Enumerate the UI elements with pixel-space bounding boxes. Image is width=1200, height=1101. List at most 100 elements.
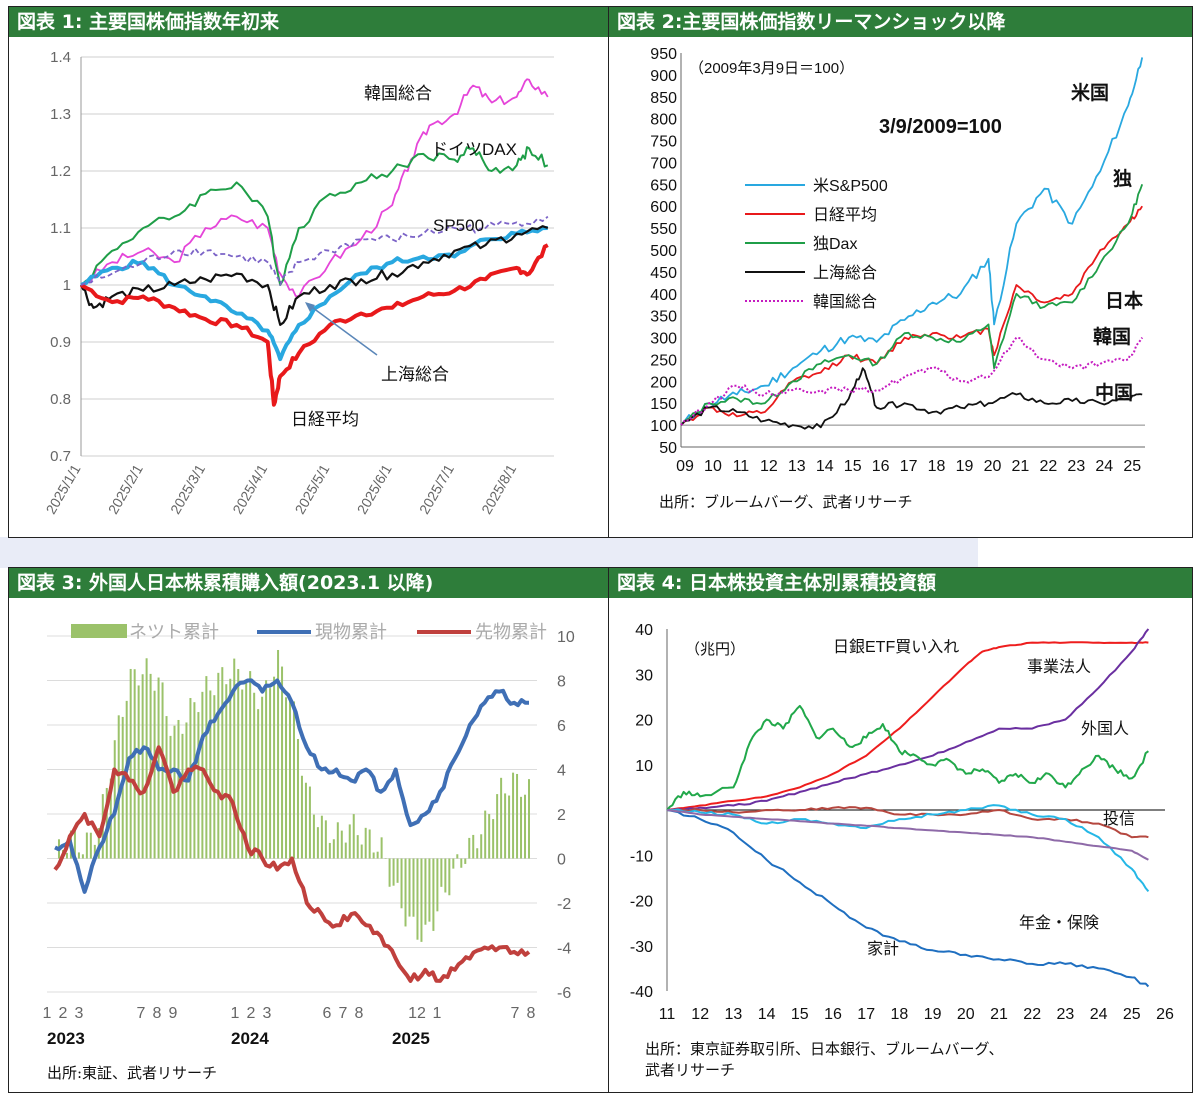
series-line (680, 205, 1143, 426)
y-tick-label: 950 (650, 46, 677, 63)
net-bar (508, 795, 511, 859)
x-tick-label: 25 (1123, 458, 1141, 475)
net-bar (85, 832, 88, 859)
x-tick-label: 2 (59, 1005, 68, 1022)
series-line (80, 243, 549, 407)
y-tick-label: 350 (650, 309, 677, 326)
x-tick-label: 3 (75, 1005, 84, 1022)
x-tick-label: 26 (1156, 1006, 1174, 1023)
net-bar (496, 794, 499, 859)
net-bar (296, 739, 299, 859)
net-bar (344, 842, 347, 859)
series-line (680, 57, 1144, 426)
x-tick-label: 7 (339, 1005, 348, 1022)
net-bar (77, 852, 80, 859)
chart-panel-4: 図表 4: 日本株投資主体別累積投資額 -40 -30 -20 -10 10 20 30 40… (608, 567, 1193, 1093)
panel-title: 図表 4: 日本株投資主体別累積投資額 (609, 568, 1192, 598)
net-bar (265, 680, 268, 859)
net-bar (436, 858, 439, 912)
net-bar (320, 815, 323, 859)
legend-label: 独Dax (813, 235, 857, 253)
x-tick-label: 14 (758, 1006, 776, 1023)
net-bar (113, 740, 116, 859)
series-line (80, 215, 549, 286)
annotation: 中国 (1095, 381, 1133, 404)
net-bar (225, 684, 228, 859)
legend-label: 韓国総合 (813, 293, 877, 311)
series-line (53, 745, 531, 983)
net-bar (137, 685, 140, 859)
legend-label: 日経平均 (813, 206, 877, 224)
x-tick-label: 22 (1023, 1006, 1041, 1023)
x-tick-label: 25 (1123, 1006, 1141, 1023)
legend-label: 米S&P500 (813, 177, 888, 195)
x-tick-label: 6 (323, 1005, 332, 1022)
series-line (680, 336, 1144, 426)
y-tick-label: 200 (650, 374, 677, 391)
x-tick-label: 13 (725, 1006, 743, 1023)
y-tick-label: 850 (650, 90, 677, 107)
x-tick-label: 22 (1039, 458, 1057, 475)
x-tick-label: 17 (857, 1006, 875, 1023)
net-bar (432, 858, 435, 931)
net-bar (520, 796, 523, 859)
year-label: 2024 (231, 1029, 269, 1048)
net-bar (165, 716, 168, 859)
x-tick-label: 24 (1090, 1006, 1108, 1023)
x-tick-label: 23 (1067, 458, 1085, 475)
net-bar (245, 680, 248, 859)
y-tick-label: 10 (557, 629, 575, 646)
net-bar (241, 689, 244, 859)
y-tick-label: 1 (63, 277, 71, 294)
annotation: 事業法人 (1027, 658, 1091, 676)
net-bar (253, 692, 256, 859)
y-tick-label: -30 (630, 939, 653, 956)
chart-2-svg: 50 100 150 200 250 300 350 400 450 500 550 600 650 70… (650, 46, 1145, 475)
net-bar (328, 842, 331, 859)
x-tick-label: 9 (169, 1005, 178, 1022)
y-tick-label: 0.7 (50, 448, 71, 465)
net-bar (169, 735, 172, 859)
legend-label: 上海総合 (813, 264, 877, 282)
x-tick-label: 21 (990, 1006, 1008, 1023)
series-line (666, 704, 1149, 811)
net-bar (324, 820, 327, 859)
panel-title: 図表 2:主要国株価指数リーマンショック以降 (609, 7, 1192, 37)
net-bar (213, 695, 216, 859)
net-bar (452, 858, 455, 869)
x-tick-label: 20 (984, 458, 1002, 475)
series-line (680, 367, 1143, 430)
y-tick-label: 100 (650, 418, 677, 435)
annotation-arrow (308, 304, 378, 356)
x-tick-label: 3 (263, 1005, 272, 1022)
x-tick-label: 15 (791, 1006, 809, 1023)
net-bar (93, 844, 96, 859)
x-tick-label: 2025/6/1 (354, 461, 395, 516)
panel-title: 図表 3: 外国人日本株累積購入額(2023.1 以降) (9, 568, 608, 598)
x-tick-label: 12 (760, 458, 778, 475)
net-bar (233, 658, 236, 859)
chart-panel-1: 図表 1: 主要国株価指数年初来 0.7 0.8 0.9 1 1.1 1.2 1.3 1.4 2… (8, 6, 609, 538)
y-tick-label: 2 (557, 807, 566, 824)
chart-panel-3: 図表 3: 外国人日本株累積購入額(2023.1 以降) -6 -4 -2 0 2 4 6 8… (8, 567, 609, 1093)
net-bar (512, 772, 515, 859)
x-tick-label: 16 (872, 458, 890, 475)
net-bar (340, 830, 343, 859)
net-bar (304, 782, 307, 859)
net-bar (217, 672, 220, 859)
net-bar (416, 858, 419, 940)
y-tick-label: 700 (650, 155, 677, 172)
y-tick-label: 4 (557, 763, 566, 780)
annotation: 米国 (1071, 81, 1109, 104)
legend-label: 先物累計 (475, 622, 547, 642)
series-line (80, 226, 548, 362)
x-tick-label: 14 (816, 458, 834, 475)
arrow-head (305, 302, 315, 312)
y-tick-label: -2 (557, 896, 571, 913)
x-tick-label: 1 (231, 1005, 240, 1022)
net-bar (476, 848, 479, 859)
background-strip (0, 537, 978, 568)
net-bar (484, 810, 487, 859)
x-tick-label: 15 (844, 458, 862, 475)
year-label: 2025 (392, 1029, 430, 1048)
